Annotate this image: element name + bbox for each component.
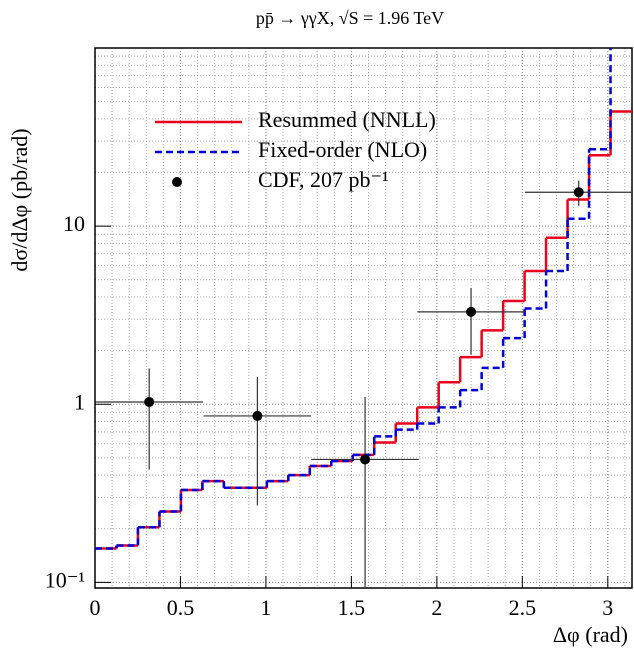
data-point [573, 187, 584, 198]
plot-frame [94, 47, 633, 589]
y-tick-label: 10 [63, 211, 85, 236]
x-tick-label: 0.5 [167, 595, 195, 620]
data-point [466, 306, 477, 317]
legend-label: Fixed-order (NLO) [258, 137, 427, 162]
y-axis-label: dσ/dΔφ (pb/rad) [7, 128, 32, 271]
x-axis-label: Δφ (rad) [553, 622, 628, 647]
x-tick-label: 1.5 [338, 595, 366, 620]
x-tick-label: 1 [260, 595, 271, 620]
data-point [252, 410, 263, 421]
chart-title: pp̄ → γγX, √S = 1.96 TeV [256, 8, 444, 28]
data-point [144, 396, 155, 407]
x-tick-label: 0 [90, 595, 101, 620]
x-tick-label: 3 [602, 595, 613, 620]
y-tick-label: 10⁻¹ [45, 567, 85, 592]
plot-area [95, 48, 632, 588]
y-tick-label: 1 [74, 389, 85, 414]
legend-label: CDF, 207 pb⁻¹ [258, 167, 389, 192]
legend-label: Resummed (NNLL) [258, 107, 436, 132]
data-point [360, 454, 371, 465]
x-tick-label: 2 [431, 595, 442, 620]
legend-swatch [172, 177, 182, 187]
x-tick-label: 2.5 [509, 595, 537, 620]
